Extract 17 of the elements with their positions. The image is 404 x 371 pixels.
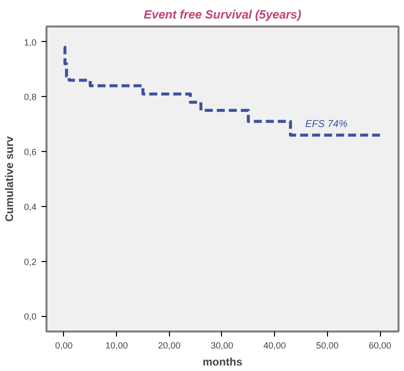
- chart-title: Event free Survival (5years): [144, 8, 302, 22]
- x-tick-label: 0,00: [55, 340, 73, 350]
- x-tick-label: 60,00: [368, 340, 392, 350]
- x-tick-label: 40,00: [263, 340, 286, 350]
- y-axis-title: Cumulative surv: [4, 135, 16, 222]
- y-tick-label: 1,0: [24, 37, 37, 48]
- x-tick-label: 20,00: [158, 340, 181, 350]
- y-tick-label: 0,2: [24, 256, 37, 267]
- y-tick-label: 0,0: [24, 312, 37, 322]
- annotation: EFS 74%: [305, 119, 348, 130]
- y-tick-label: 0,4: [24, 202, 37, 212]
- x-tick-label: 30,00: [210, 340, 234, 350]
- x-tick-label: 10,00: [105, 340, 128, 350]
- y-tick-label: 0,6: [24, 147, 37, 158]
- x-axis-title: months: [202, 356, 242, 368]
- x-tick-label: 50,00: [316, 340, 339, 350]
- y-tick-label: 0,8: [24, 92, 37, 102]
